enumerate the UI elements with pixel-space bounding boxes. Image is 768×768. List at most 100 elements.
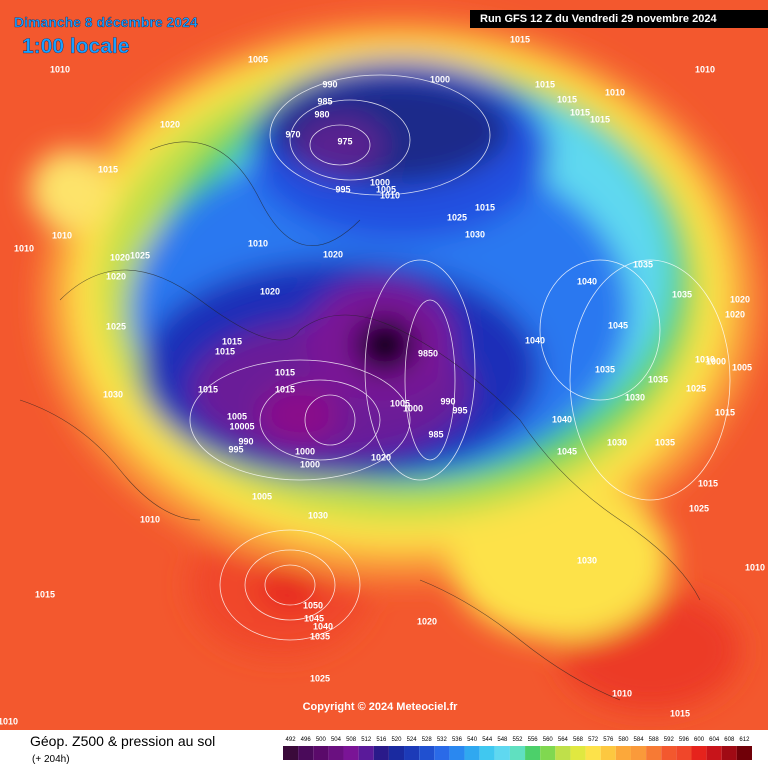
isobar-label: 1035 [672, 289, 692, 299]
isobar-label: 1010 [380, 190, 400, 200]
isobar-label: 1020 [110, 252, 130, 262]
isobar-label: 1020 [725, 309, 745, 319]
isobar-label: 1030 [308, 510, 328, 520]
isobar-label: 1015 [570, 107, 590, 117]
isobar-label: 1015 [98, 164, 118, 174]
isobar-label: 995 [335, 184, 350, 194]
isobar-label: 985 [317, 96, 332, 106]
isobar-label: 10005 [229, 421, 254, 431]
isobar-label: 1015 [198, 384, 218, 394]
scale-label: 552 [512, 737, 523, 743]
isobar-label: 970 [285, 129, 300, 139]
isobar-label: 1010 [605, 87, 625, 97]
run-info: Run GFS 12 Z du Vendredi 29 novembre 202… [480, 13, 717, 25]
scale-label: 520 [391, 737, 402, 743]
isobar-label: 1025 [310, 673, 330, 683]
scale-label: 560 [543, 737, 554, 743]
isobar-label: 1010 [248, 238, 268, 248]
isobar-label: 1020 [260, 286, 280, 296]
isobar-label: 1015 [590, 114, 610, 124]
isobar-label: 1025 [447, 212, 467, 222]
scale-swatch [388, 746, 405, 760]
scale-label: 544 [482, 737, 493, 743]
isobar-label: 1005 [390, 398, 410, 408]
isobar-label: 1015 [715, 407, 735, 417]
scale-swatch [313, 746, 329, 760]
scale-label: 592 [664, 737, 675, 743]
isobar-label: 1000 [706, 356, 726, 366]
scale-swatch [283, 746, 299, 760]
isobar-label: 1005 [252, 491, 272, 501]
scale-label: 568 [573, 737, 584, 743]
scale-label: 608 [724, 737, 735, 743]
scale-swatch [691, 746, 707, 760]
legend-title: Géop. Z500 & pression au sol [30, 733, 215, 749]
scale-swatch [373, 746, 389, 760]
scale-label: 612 [739, 737, 750, 743]
scale-label: 576 [603, 737, 614, 743]
isobar-label: 1030 [577, 555, 597, 565]
scale-label: 556 [528, 737, 539, 743]
scale-swatch [494, 746, 510, 760]
isobar-label: 1035 [633, 259, 653, 269]
isobar-label: 1015 [557, 94, 577, 104]
scale-swatch [585, 746, 601, 760]
isobar-label: 9850 [418, 348, 438, 358]
isobar-label: 1000 [295, 446, 315, 456]
isobar-label: 1000 [370, 177, 390, 187]
scale-swatch [419, 746, 435, 760]
isobar-label: 990 [440, 396, 455, 406]
scale-label: 540 [467, 737, 478, 743]
isobar-label: 1035 [648, 374, 668, 384]
isobar-label: 1010 [14, 243, 34, 253]
scale-label: 516 [376, 737, 387, 743]
isobar-label: 1025 [686, 383, 706, 393]
isobar-label: 1010 [695, 354, 715, 364]
isobar-label: 1030 [625, 392, 645, 402]
scale-swatch [706, 746, 722, 760]
isobar-label: 1035 [655, 437, 675, 447]
isobar-label: 980 [314, 109, 329, 119]
time-title: 1:00 locale [22, 35, 129, 58]
scale-swatch [449, 746, 465, 760]
isobar-label: 1005 [227, 411, 247, 421]
scale-swatch [540, 746, 556, 760]
isobar-label: 1015 [35, 589, 55, 599]
isobar-label: 1050 [303, 600, 323, 610]
scale-label: 536 [452, 737, 463, 743]
scale-label: 588 [649, 737, 660, 743]
scale-swatch [509, 746, 526, 760]
isobar-label: 1020 [106, 271, 126, 281]
scale-label: 504 [331, 737, 342, 743]
scale-label: 496 [301, 737, 312, 743]
scale-swatch [721, 746, 737, 760]
isobar-label: 990 [322, 79, 337, 89]
z500-field [30, 20, 760, 710]
isobar-label: 1015 [222, 336, 242, 346]
lead-time: (+ 204h) [32, 754, 70, 765]
isobar-label: 1030 [607, 437, 627, 447]
isobar-label: 1010 [50, 64, 70, 74]
coastlines [19, 141, 701, 701]
isobar-label: 1035 [310, 631, 330, 641]
isobar-label: 1030 [465, 229, 485, 239]
scale-swatch [676, 746, 692, 760]
scale-label: 596 [679, 737, 690, 743]
scale-label: 564 [558, 737, 569, 743]
isobar-label: 1000 [300, 459, 320, 469]
isobar-label: 1020 [730, 294, 750, 304]
scale-swatch [600, 746, 616, 760]
isobar-label: 1015 [535, 79, 555, 89]
isobar-label: 1020 [371, 452, 391, 462]
scale-label: 584 [634, 737, 645, 743]
scale-swatch [343, 746, 359, 760]
isobar-label: 1020 [160, 119, 180, 129]
isobar-label: 1015 [698, 478, 718, 488]
scale-label: 580 [618, 737, 629, 743]
isobar-label: 1010 [612, 688, 632, 698]
isobar-label: 1045 [608, 320, 628, 330]
isobar-label: 1040 [525, 335, 545, 345]
isobar-label: 1010 [745, 562, 765, 572]
